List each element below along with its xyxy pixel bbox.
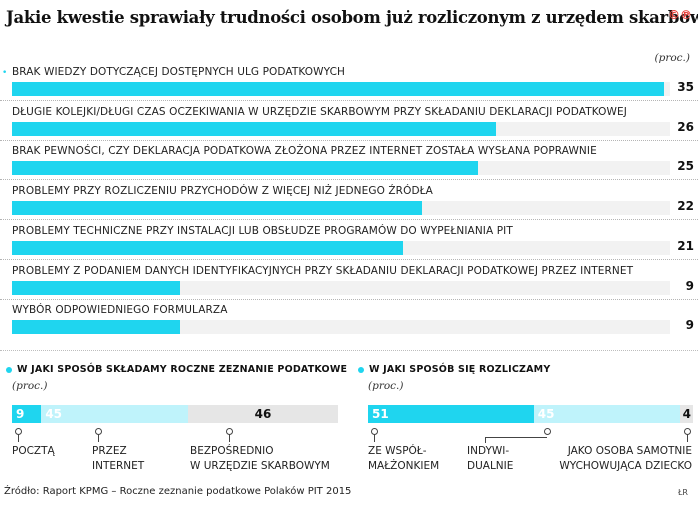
bar — [12, 82, 664, 96]
leader-line — [485, 437, 547, 438]
source-note: Źródło: Raport KPMG – Roczne zeznanie po… — [4, 486, 352, 497]
stack-segment: 4 — [680, 405, 693, 423]
right-chart-title: W JAKI SPOSÓB SIĘ ROZLICZAMY — [358, 364, 550, 375]
label-internet-2: INTERNET — [92, 460, 145, 472]
bar — [12, 161, 478, 176]
bar-label: BRAK WIEDZY DOTYCZĄCEJ DOSTĘPNYCH ULG PO… — [12, 66, 346, 78]
row-separator — [0, 219, 698, 221]
bar-value-label: 25 — [677, 159, 694, 174]
label-samotnie-2: WYCHOWUJĄCA DZIECKO — [559, 460, 692, 472]
stack-segment: 51 — [368, 405, 534, 423]
section-divider — [0, 350, 698, 351]
leader-line — [18, 434, 19, 442]
bullet-arrow-icon: • — [2, 68, 8, 78]
left-chart-title-text: W JAKI SPOSÓB SKŁADAMY ROCZNE ZEZNANIE P… — [17, 364, 348, 375]
bullet-icon — [358, 366, 364, 373]
bar — [12, 240, 404, 255]
label-wspol-1: ZE WSPÓŁ- — [368, 445, 427, 457]
leader-line — [98, 434, 99, 442]
stack-segment: 9 — [12, 405, 42, 423]
leader-dot — [544, 428, 551, 435]
leader-line — [485, 437, 486, 443]
bar-value-label: 21 — [677, 238, 694, 253]
right-chart-unit: (proc.) — [368, 380, 404, 392]
right-chart-title-text: W JAKI SPOSÓB SIĘ ROZLICZAMY — [369, 364, 551, 375]
label-indyw-2: DUALNIE — [467, 460, 514, 472]
bar-label: BRAK PEWNOŚCI, CZY DEKLARACJA PODATKOWA … — [12, 145, 597, 158]
label-indyw-1: INDYWI- — [467, 445, 510, 457]
row-separator — [0, 258, 698, 260]
leader-line — [687, 434, 688, 442]
label-urzad-2: W URZĘDZIE SKARBOWYM — [190, 460, 330, 472]
bar-value-label: 26 — [677, 119, 694, 134]
right-stacked-bar: 51 45 4 — [368, 405, 693, 423]
label-samotnie-1: JAKO OSOBA SAMOTNIE — [567, 445, 692, 457]
main-bar-chart: BRAK WIEDZY DOTYCZĄCEJ DOSTĘPNYCH ULG PO… — [0, 66, 698, 335]
bar-label: PROBLEMY PRZY ROZLICZENIU PRZYCHODÓW Z W… — [12, 185, 433, 198]
bar-value-label: 22 — [677, 199, 694, 214]
bar — [12, 201, 422, 216]
stack-segment: 46 — [188, 405, 338, 423]
left-chart-unit: (proc.) — [12, 380, 48, 392]
publisher-logo: ©℗ — [668, 8, 692, 22]
bar-value-label: 9 — [685, 318, 694, 333]
row-separator — [0, 139, 698, 141]
row-separator — [0, 179, 698, 181]
bar-label: DŁUGIE KOLEJKI/DŁUGI CZAS OCZEKIWANIA W … — [12, 105, 627, 118]
left-chart-title: W JAKI SPOSÓB SKŁADAMY ROCZNE ZEZNANIE P… — [6, 364, 347, 375]
main-chart-unit: (proc.) — [654, 52, 690, 64]
label-wspol-2: MAŁŻONKIEM — [368, 460, 440, 472]
leader-line — [229, 434, 230, 442]
bar — [12, 280, 180, 295]
bar-label: WYBÓR ODPOWIEDNIEGO FORMULARZA — [12, 304, 228, 317]
row-separator — [0, 298, 698, 300]
author-credit: ŁR — [677, 488, 688, 497]
bar — [12, 320, 180, 335]
bar-label: PROBLEMY Z PODANIEM DANYCH IDENTYFIKACYJ… — [12, 264, 634, 277]
bar-label: PROBLEMY TECHNICZNE PRZY INSTALACJI LUB … — [12, 224, 513, 237]
bar-value-label: 9 — [685, 278, 694, 293]
bullet-icon — [6, 366, 12, 373]
bar — [12, 121, 497, 136]
stack-segment: 45 — [533, 405, 680, 423]
label-urzad-1: BEZPOŚREDNIO — [190, 445, 274, 457]
label-internet-1: PRZEZ — [92, 445, 127, 457]
row-separator — [0, 100, 698, 101]
bar-value-label: 35 — [677, 80, 694, 94]
leader-line — [374, 434, 375, 442]
stack-segment: 45 — [41, 405, 189, 423]
chart-title: Jakie kwestie sprawiały trudności osobom… — [6, 8, 698, 27]
label-poczta: POCZTĄ — [12, 445, 55, 457]
left-stacked-bar: 9 45 46 — [12, 405, 338, 423]
